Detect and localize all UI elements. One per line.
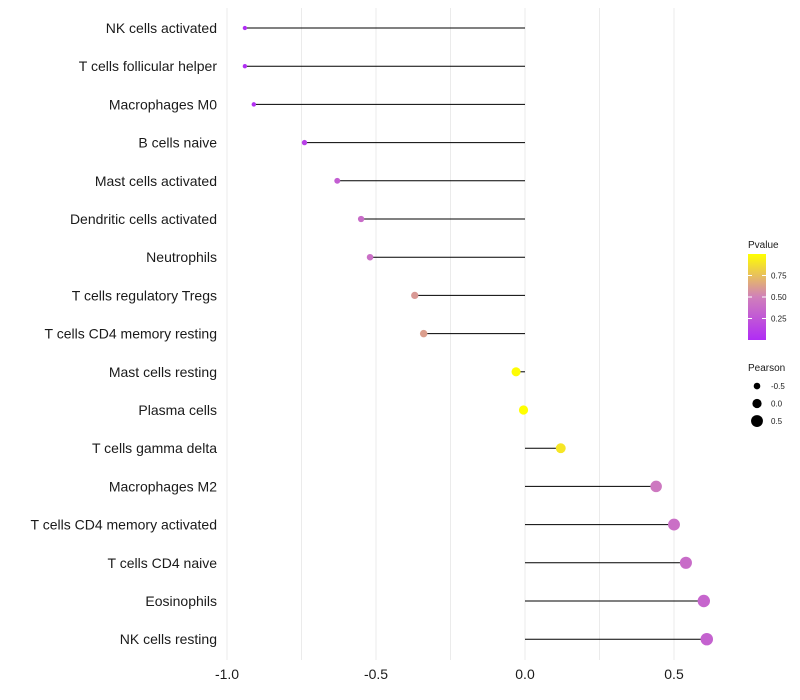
lollipop-point bbox=[357, 215, 365, 223]
lollipop-stems bbox=[244, 27, 707, 640]
category-label: Macrophages M2 bbox=[109, 478, 217, 494]
x-tick-label: 0.0 bbox=[515, 666, 535, 682]
category-label: T cells follicular helper bbox=[79, 58, 218, 74]
category-label: Neutrophils bbox=[146, 249, 217, 265]
lollipop-point bbox=[555, 443, 566, 454]
lollipop-point bbox=[650, 480, 662, 493]
pvalue-legend-title: Pvalue bbox=[748, 240, 779, 251]
category-label: T cells regulatory Tregs bbox=[72, 287, 217, 303]
pearson-size-key bbox=[753, 382, 761, 390]
category-label: Dendritic cells activated bbox=[70, 211, 217, 227]
lollipop-point bbox=[518, 405, 529, 415]
pearson-size-key bbox=[751, 415, 763, 427]
pearson-size-legend: -0.5 0.0 0.5 bbox=[751, 382, 785, 427]
pearson-size-label: -0.5 bbox=[771, 382, 785, 391]
x-tick-label: 0.5 bbox=[664, 666, 684, 682]
legend: Pvalue 0.25 0.50 0.75 Pearson -0.5 0.0 0.5 bbox=[748, 240, 787, 427]
pvalue-tick-label: 0.75 bbox=[771, 272, 787, 281]
category-label: B cells naive bbox=[138, 135, 217, 151]
x-tick-label: -0.5 bbox=[364, 666, 388, 682]
x-tick-label: -1.0 bbox=[215, 666, 239, 682]
lollipop-point bbox=[697, 594, 710, 608]
pvalue-colorbar bbox=[748, 254, 766, 340]
lollipop-point bbox=[511, 367, 521, 377]
lollipop-point bbox=[419, 329, 428, 338]
category-label: T cells CD4 naive bbox=[108, 555, 218, 571]
lollipop-points bbox=[242, 25, 714, 646]
category-label: T cells gamma delta bbox=[92, 440, 217, 456]
lollipop-point bbox=[251, 102, 257, 107]
category-label: Mast cells resting bbox=[109, 364, 217, 380]
category-label: Mast cells activated bbox=[95, 173, 217, 189]
lollipop-point bbox=[679, 556, 692, 569]
lollipop-point bbox=[411, 291, 419, 300]
lollipop-point bbox=[334, 177, 341, 184]
category-label: NK cells activated bbox=[106, 20, 217, 36]
category-label: T cells CD4 memory resting bbox=[45, 326, 217, 342]
lollipop-point bbox=[242, 64, 248, 69]
pearson-legend-title: Pearson bbox=[748, 363, 785, 374]
category-label: Plasma cells bbox=[138, 402, 217, 418]
lollipop-point bbox=[366, 253, 374, 261]
category-label: NK cells resting bbox=[120, 631, 217, 647]
category-labels: NK cells activated T cells follicular hel… bbox=[31, 20, 218, 647]
pearson-size-key bbox=[752, 398, 762, 409]
lollipop-point bbox=[668, 518, 680, 531]
pvalue-tick-label: 0.25 bbox=[771, 315, 787, 324]
pvalue-legend-ticks: 0.25 0.50 0.75 bbox=[748, 272, 787, 324]
pearson-size-label: 0.0 bbox=[771, 400, 783, 409]
category-label: Eosinophils bbox=[145, 593, 217, 609]
pvalue-tick-label: 0.50 bbox=[771, 293, 787, 302]
pearson-size-label: 0.5 bbox=[771, 417, 783, 426]
lollipop-point bbox=[242, 25, 248, 31]
lollipop-point bbox=[301, 139, 308, 146]
category-label: Macrophages M0 bbox=[109, 96, 217, 112]
x-axis-ticks: -1.0 -0.5 0.0 0.5 bbox=[215, 666, 684, 682]
lollipop-point bbox=[700, 632, 714, 646]
category-label: T cells CD4 memory activated bbox=[31, 517, 217, 533]
